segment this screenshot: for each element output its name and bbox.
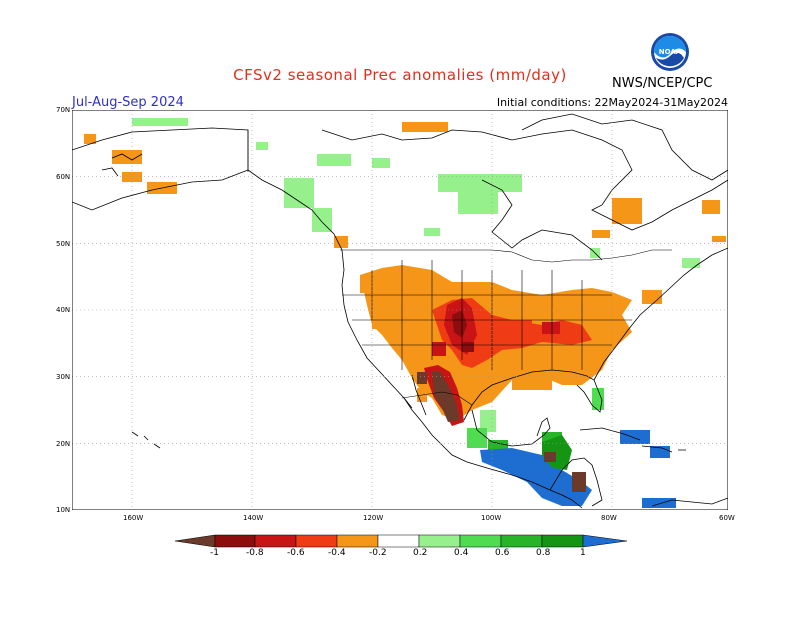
legend-label: -0.8	[246, 548, 264, 558]
lon-label: 140W	[243, 514, 264, 522]
lon-label: 60W	[719, 514, 735, 522]
lat-label: 70N	[56, 106, 71, 114]
lat-label: 50N	[56, 240, 71, 248]
lon-label: 120W	[363, 514, 384, 522]
wet-anomaly-patches	[132, 118, 700, 508]
lat-label: 20N	[56, 440, 71, 448]
noaa-logo: NOAA	[651, 33, 689, 71]
legend-colorbar	[175, 534, 627, 548]
map-title: CFSv2 seasonal Prec anomalies (mm/day)	[233, 66, 567, 84]
legend-label: 0.2	[413, 548, 428, 558]
graticule	[72, 110, 728, 510]
noaa-logo-text: NOAA	[659, 48, 682, 56]
lon-label: 100W	[481, 514, 502, 522]
lat-label: 60N	[56, 173, 71, 181]
legend-label: 0.6	[495, 548, 510, 558]
legend-label: -1	[210, 548, 219, 558]
dry-anomaly-patches	[84, 122, 726, 426]
coastlines	[72, 113, 728, 509]
season-label: Jul-Aug-Sep 2024	[72, 95, 184, 110]
initial-conditions-label: Initial conditions: 22May2024-31May2024	[496, 96, 728, 109]
lat-label: 30N	[56, 373, 71, 381]
lon-label: 80W	[601, 514, 617, 522]
legend-label: 0.8	[536, 548, 551, 558]
lat-label: 10N	[56, 506, 71, 514]
precip-anomaly-map	[72, 110, 728, 510]
legend-label: -0.4	[328, 548, 346, 558]
legend-label: 1	[580, 548, 586, 558]
lat-label: 40N	[56, 306, 71, 314]
lon-label: 160W	[123, 514, 144, 522]
legend-label: 0.4	[454, 548, 469, 558]
legend-label: -0.6	[287, 548, 305, 558]
agency-label: NWS/NCEP/CPC	[612, 76, 713, 91]
legend-label: -0.2	[369, 548, 387, 558]
